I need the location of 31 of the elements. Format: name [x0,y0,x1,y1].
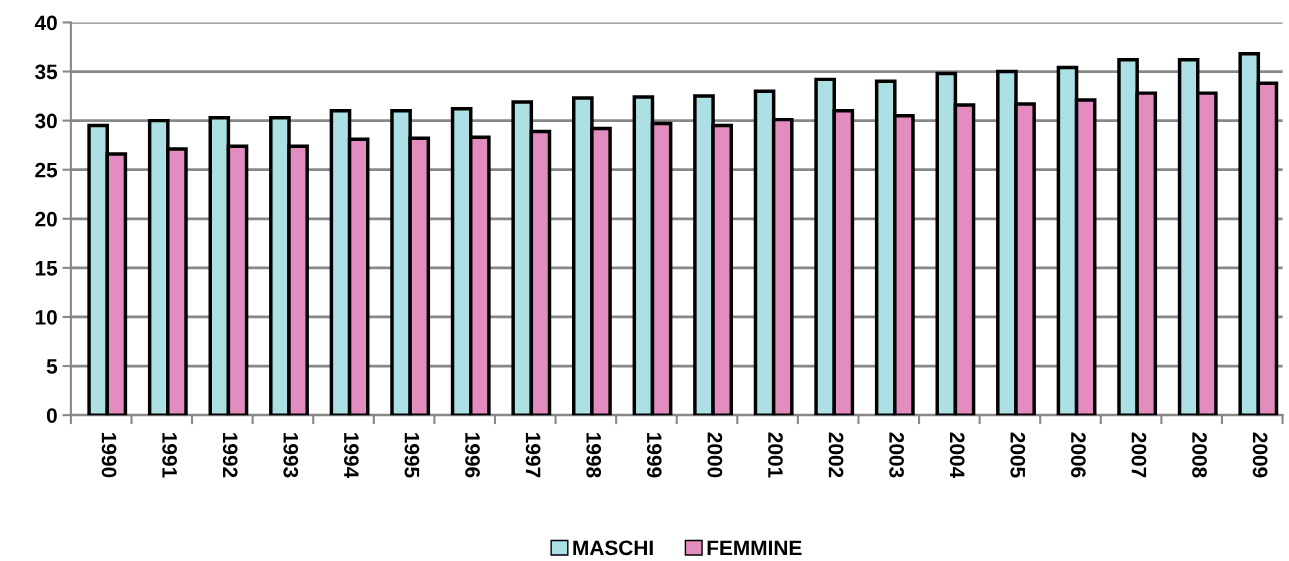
x-tick-label: 1995 [404,433,420,478]
x-tick-label: 1991 [162,433,177,478]
y-tick-label: 30 [35,113,57,129]
y-tick-label: 40 [34,15,57,31]
x-tick-label: 2003 [889,432,904,478]
x-tick-label: 2008 [1192,432,1207,478]
y-tick-label: 5 [46,359,58,374]
x-tick-label: 2004 [949,432,965,479]
x-tick-label: 2001 [768,432,783,478]
legend-label: MASCHI [573,540,653,556]
x-tick-label: 2000 [707,432,723,478]
x-tick-label: 2007 [1131,432,1147,478]
x-tick-label: 1993 [283,433,299,478]
x-tick-label: 1992 [222,433,238,478]
y-tick-label: 20 [35,211,57,227]
x-tick-label: 1994 [343,433,359,479]
x-tick-label: 1990 [101,433,117,478]
x-tick-label: 2009 [1252,432,1268,478]
y-tick-label: 25 [35,162,58,178]
x-tick-label: 2006 [1070,432,1086,478]
x-tick-label: 2002 [828,432,844,478]
x-tick-label: 2005 [1010,432,1026,478]
x-tick-label: 1998 [586,433,602,478]
y-tick-label: 10 [35,309,57,325]
legend-label: FEMMINE [707,540,802,556]
y-tick-label: 0 [46,408,57,423]
y-tick-label: 15 [35,261,58,276]
x-tick-label: 1997 [525,433,541,478]
y-tick-label: 35 [35,64,58,80]
x-tick-label: 1996 [465,433,480,478]
x-tick-label: 1999 [646,433,662,478]
